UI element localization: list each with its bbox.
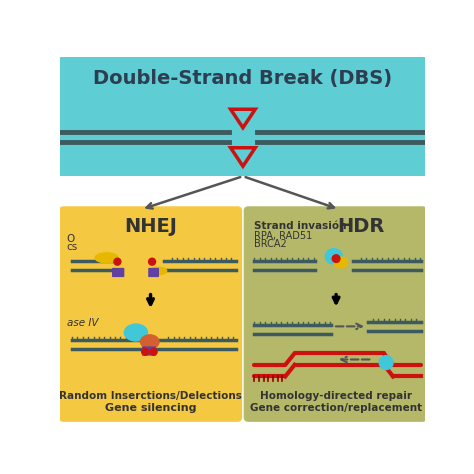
FancyBboxPatch shape: [148, 268, 159, 277]
Text: O: O: [66, 234, 75, 244]
Text: Homology-directed repair: Homology-directed repair: [260, 391, 412, 401]
Bar: [61, 57, 425, 176]
Ellipse shape: [149, 258, 155, 265]
Text: ase IV: ase IV: [66, 318, 98, 328]
Text: HDR: HDR: [337, 217, 384, 236]
Text: Gene silencing: Gene silencing: [105, 403, 196, 413]
Ellipse shape: [95, 253, 118, 263]
Ellipse shape: [140, 335, 159, 349]
Text: Double-Strand Break (DBS): Double-Strand Break (DBS): [93, 69, 392, 88]
FancyBboxPatch shape: [142, 346, 156, 356]
Ellipse shape: [150, 348, 157, 355]
Ellipse shape: [334, 257, 347, 268]
Text: RPA, RAD51: RPA, RAD51: [255, 230, 313, 240]
Text: Strand invasión: Strand invasión: [255, 221, 347, 231]
Text: cs: cs: [66, 242, 78, 252]
Ellipse shape: [379, 356, 393, 370]
FancyBboxPatch shape: [59, 206, 242, 422]
Text: Gene correction/replacement: Gene correction/replacement: [250, 403, 422, 413]
Ellipse shape: [332, 255, 340, 263]
Text: NHEJ: NHEJ: [124, 217, 177, 236]
Ellipse shape: [150, 267, 167, 275]
Ellipse shape: [114, 258, 121, 265]
FancyBboxPatch shape: [244, 206, 427, 422]
FancyBboxPatch shape: [112, 268, 124, 277]
Ellipse shape: [325, 248, 342, 264]
Ellipse shape: [142, 348, 149, 355]
Text: Random Inserctions/Delections: Random Inserctions/Delections: [59, 391, 242, 401]
Ellipse shape: [124, 324, 147, 341]
Text: BRCA2: BRCA2: [255, 239, 287, 249]
